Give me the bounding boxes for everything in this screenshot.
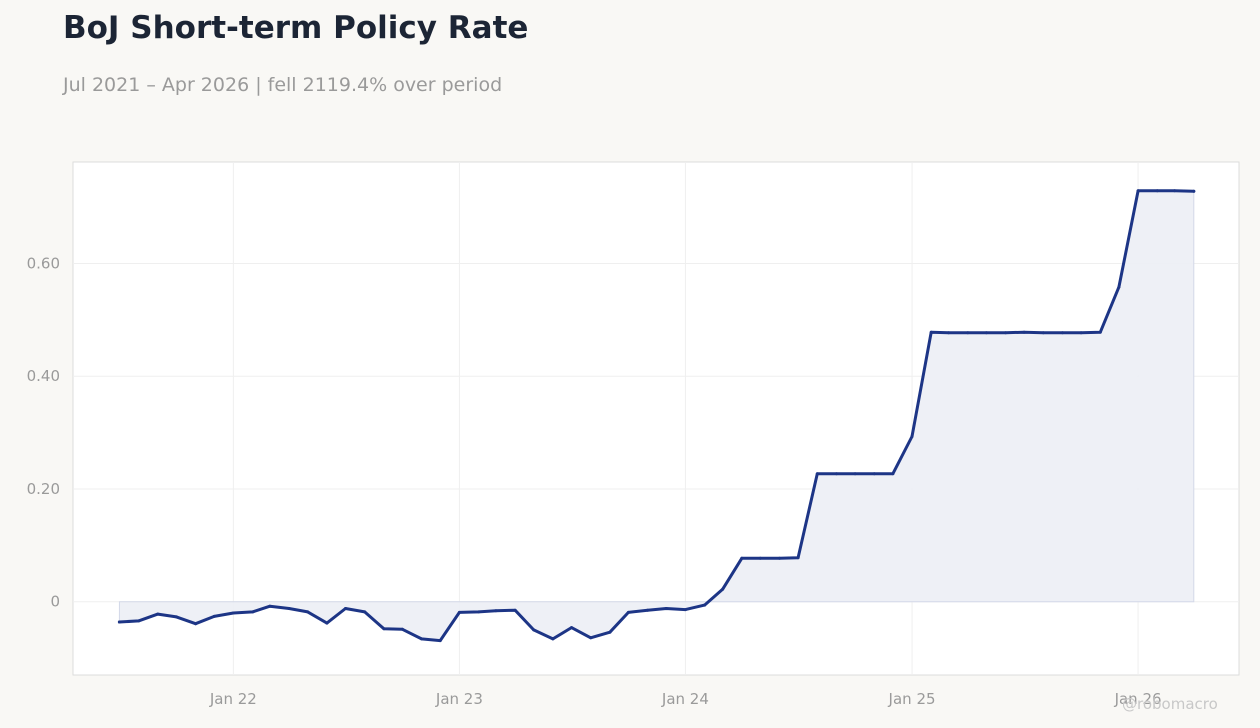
series-line [117,189,1196,643]
data-point [872,472,876,476]
line-layer [117,189,1196,643]
data-point [966,331,970,335]
data-point [683,608,687,612]
data-point [929,330,933,334]
data-point [363,610,367,614]
axis-tick-labels: Jan 22 Jan 23 Jan 24 Jan 25 Jan 26 0 0.20 0.40 0… [27,254,1162,708]
data-point [910,435,914,438]
data-point [268,604,272,608]
data-point [758,556,762,560]
data-point [194,622,198,626]
data-point [457,610,461,614]
data-point [703,603,707,607]
data-point [947,331,951,335]
data-point [1079,331,1083,335]
data-point [778,556,781,560]
data-point [853,472,857,476]
x-tick-label: Jan 25 [888,690,936,708]
data-point [477,610,481,614]
y-tick-label: 0.40 [27,367,60,385]
data-point [231,611,235,615]
data-point [1155,189,1159,193]
data-point [1173,189,1177,193]
y-tick-label: 0 [50,593,60,611]
data-point [382,627,386,631]
data-point [1136,189,1140,193]
data-point [570,626,573,630]
x-tick-label: Jan 22 [209,690,257,708]
data-point [156,612,160,616]
data-point [1061,331,1064,335]
data-point [212,614,216,618]
data-point [891,472,895,476]
chart-title: BoJ Short-term Policy Rate [63,10,529,46]
data-point [117,620,121,624]
data-point [400,627,404,631]
data-point [1098,330,1102,334]
data-point [835,472,838,476]
data-point [287,607,291,610]
data-point [1004,331,1008,335]
data-point [513,608,517,612]
data-point [589,636,593,640]
data-point [1041,331,1045,335]
data-point [1192,189,1196,193]
data-point [608,630,612,634]
data-point [664,607,668,610]
y-tick-label: 0.60 [27,254,60,272]
data-point [1022,330,1026,334]
data-point [984,331,988,335]
data-point [306,610,310,614]
x-tick-label: Jan 26 [1114,690,1162,708]
data-point [325,621,329,625]
data-point [551,637,555,641]
x-tick-label: Jan 23 [435,690,483,708]
data-point [626,610,630,614]
y-tick-label: 0.20 [27,480,60,498]
data-point [721,587,725,591]
x-tick-label: Jan 24 [661,690,709,708]
data-point [344,607,347,610]
data-point [1117,285,1121,289]
data-point [796,556,800,560]
data-point [815,472,819,476]
data-point [174,615,178,619]
watermark: @robomacro [1122,695,1218,713]
data-point [494,609,498,613]
data-point [740,556,744,560]
data-point [646,608,650,612]
chart-subtitle: Jul 2021 – Apr 2026 | fell 2119.4% over … [63,74,503,96]
data-point [137,619,141,623]
data-point [420,637,424,641]
data-point [251,610,255,614]
data-point [438,639,442,643]
data-point [532,628,536,632]
